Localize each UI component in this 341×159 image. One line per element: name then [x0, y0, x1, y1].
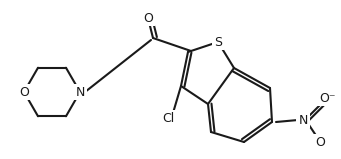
Text: N: N: [75, 86, 85, 98]
Text: Cl: Cl: [162, 111, 174, 124]
Text: S: S: [214, 35, 222, 48]
Text: O⁻: O⁻: [319, 91, 335, 104]
Text: O: O: [19, 86, 29, 98]
Text: O: O: [315, 135, 325, 149]
Text: O: O: [143, 11, 153, 24]
Text: N: N: [298, 114, 308, 127]
